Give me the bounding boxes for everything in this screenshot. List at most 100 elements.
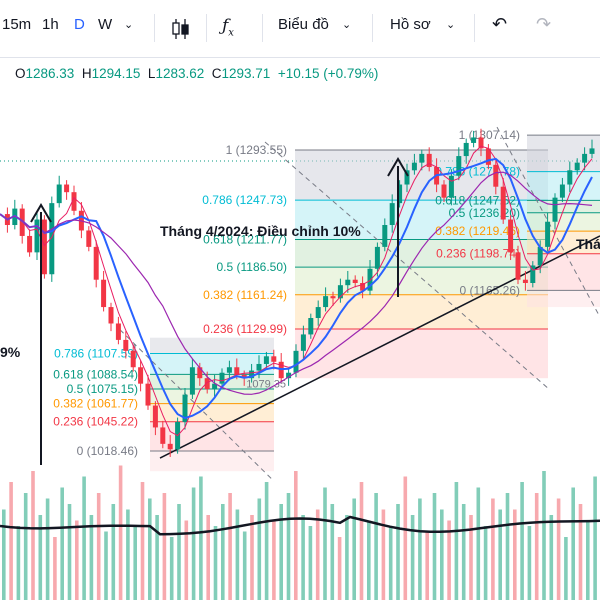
toolbar-divider [372, 14, 373, 42]
toolbar-divider [154, 14, 155, 42]
interval-15m[interactable]: 15m [2, 16, 32, 33]
volume-bar [440, 509, 444, 600]
candle [115, 323, 121, 340]
fib-zone [150, 403, 274, 422]
volume-bar [352, 498, 356, 600]
volume-bar [16, 526, 21, 600]
candle [130, 350, 136, 368]
candle [352, 279, 358, 283]
volume-bar [286, 493, 291, 600]
fib-level-label: 0.618 (1247.52) [435, 193, 520, 207]
volume-bar [476, 487, 481, 600]
volume-bar [396, 504, 400, 600]
fib-level-label: 0.786 (1107.59) [54, 346, 138, 360]
candle [589, 148, 595, 154]
support-trendline [159, 235, 600, 459]
undo-icon[interactable]: ↶ [492, 14, 508, 34]
volume-bar [45, 498, 50, 600]
candle [300, 334, 306, 351]
profile-menu-label[interactable]: Hồ sơ [390, 16, 431, 33]
interval-w[interactable]: W [98, 16, 113, 33]
fib-level-label: 0.618 (1088.54) [53, 367, 138, 381]
volume-bar [184, 520, 189, 600]
candle [145, 383, 151, 406]
candle [56, 184, 62, 204]
candle [463, 142, 469, 157]
volume-bar [549, 515, 554, 600]
candle [212, 383, 218, 390]
volume-bar [542, 471, 546, 600]
candle [545, 221, 551, 247]
candle [441, 184, 447, 198]
candle [219, 372, 225, 384]
price-chart[interactable]: 10.786 (1107.59)0.618 (1088.54)0.5 (1075… [0, 58, 600, 600]
moving-average-line [0, 171, 593, 395]
volume-bar [571, 487, 575, 600]
chart-menu-label[interactable]: Biểu đồ [278, 16, 329, 33]
volume-bar [534, 493, 539, 600]
candle [49, 203, 55, 275]
volume-bar [564, 537, 568, 600]
candle [101, 279, 107, 308]
volume-bar [118, 465, 123, 600]
interval-d[interactable]: D [74, 16, 85, 33]
volume-bar [520, 482, 524, 600]
fib-level-label: 0.5 (1075.15) [67, 382, 138, 396]
volume-bar [301, 515, 305, 600]
fib-zone [295, 267, 548, 295]
candles-icon[interactable] [170, 17, 190, 41]
volume-bar [294, 471, 298, 600]
candle [448, 175, 454, 198]
candle [27, 235, 33, 253]
chevron-down-icon[interactable]: ⌄ [124, 19, 134, 31]
ohlc-open: 1286.33 [25, 66, 75, 81]
volume-bar [323, 487, 327, 600]
volume-bar [53, 537, 57, 600]
volume-bar [23, 493, 28, 600]
interval-1h[interactable]: 1h [42, 16, 59, 33]
candle [182, 394, 188, 422]
volume-bar [75, 520, 79, 600]
candle [204, 378, 210, 390]
volume-bar [148, 498, 152, 600]
volume-bar [104, 531, 108, 600]
candle [559, 184, 565, 198]
volume-bar [133, 526, 137, 600]
volume-bar [191, 487, 196, 600]
candle [41, 219, 47, 275]
volume-bar [155, 515, 159, 600]
volume-bar [89, 515, 94, 600]
candle [34, 219, 40, 253]
fib-level-label: 0.236 (1045.22) [53, 415, 138, 429]
chevron-down-icon[interactable]: ⌄ [446, 19, 456, 31]
fib-zone [527, 212, 600, 232]
candle [411, 162, 417, 171]
volume-bar [82, 476, 86, 600]
candle [19, 208, 25, 236]
candle [345, 279, 351, 286]
fib-level-label: 0 (1018.46) [77, 444, 138, 458]
candle [522, 279, 528, 283]
candle [93, 246, 99, 280]
volume-bar [96, 493, 101, 600]
candle [152, 405, 158, 428]
volume-bar [345, 515, 349, 600]
volume-bar [31, 471, 35, 600]
fx-icon[interactable]: ƒx [222, 16, 234, 39]
volume-bar [374, 493, 378, 600]
candle [367, 268, 373, 291]
candle [234, 367, 240, 375]
volume-bar [461, 504, 466, 600]
redo-icon[interactable]: ↷ [536, 14, 552, 34]
volume-bar [527, 526, 532, 600]
ohlc-open-key: O [15, 66, 26, 81]
candle [471, 137, 477, 143]
ohlc-low: 1283.62 [155, 66, 205, 81]
candle [249, 370, 255, 379]
fib-zone [150, 353, 274, 375]
annotation-right: Thá [576, 236, 600, 252]
toolbar-divider [474, 14, 475, 42]
volume-bar [250, 515, 254, 600]
chevron-down-icon[interactable]: ⌄ [342, 19, 352, 31]
volume-bar [126, 509, 130, 600]
